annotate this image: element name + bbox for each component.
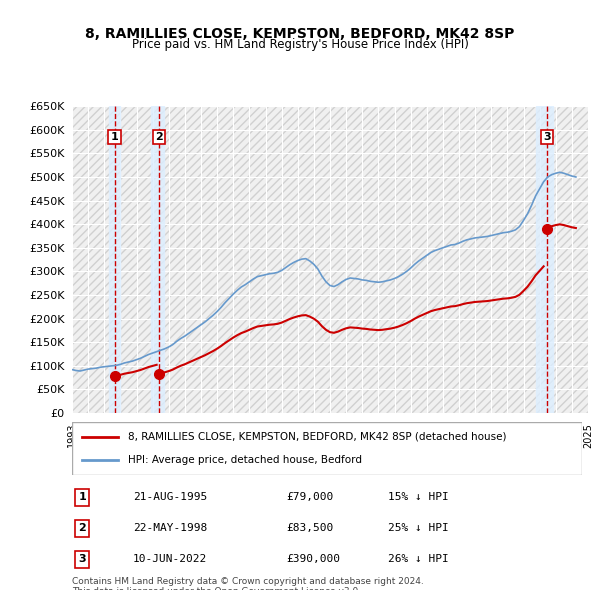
Bar — [151, 106, 164, 413]
Text: 3: 3 — [79, 555, 86, 565]
FancyBboxPatch shape — [72, 422, 582, 475]
Text: 10-JUN-2022: 10-JUN-2022 — [133, 555, 208, 565]
Text: 3: 3 — [543, 132, 551, 142]
Text: 22-MAY-1998: 22-MAY-1998 — [133, 523, 208, 533]
Text: Contains HM Land Registry data © Crown copyright and database right 2024.
This d: Contains HM Land Registry data © Crown c… — [72, 577, 424, 590]
Text: 2: 2 — [79, 523, 86, 533]
Text: 8, RAMILLIES CLOSE, KEMPSTON, BEDFORD, MK42 8SP (detached house): 8, RAMILLIES CLOSE, KEMPSTON, BEDFORD, M… — [128, 432, 506, 442]
Text: £79,000: £79,000 — [286, 492, 334, 502]
Text: 8, RAMILLIES CLOSE, KEMPSTON, BEDFORD, MK42 8SP: 8, RAMILLIES CLOSE, KEMPSTON, BEDFORD, M… — [85, 27, 515, 41]
Text: 2: 2 — [155, 132, 163, 142]
Text: £83,500: £83,500 — [286, 523, 334, 533]
Bar — [536, 106, 553, 413]
Bar — [109, 106, 121, 413]
Text: 25% ↓ HPI: 25% ↓ HPI — [388, 523, 449, 533]
Text: 21-AUG-1995: 21-AUG-1995 — [133, 492, 208, 502]
Text: £390,000: £390,000 — [286, 555, 340, 565]
Text: 26% ↓ HPI: 26% ↓ HPI — [388, 555, 449, 565]
Text: 1: 1 — [79, 492, 86, 502]
Text: HPI: Average price, detached house, Bedford: HPI: Average price, detached house, Bedf… — [128, 455, 362, 465]
Text: 1: 1 — [110, 132, 118, 142]
Text: 15% ↓ HPI: 15% ↓ HPI — [388, 492, 449, 502]
Text: Price paid vs. HM Land Registry's House Price Index (HPI): Price paid vs. HM Land Registry's House … — [131, 38, 469, 51]
